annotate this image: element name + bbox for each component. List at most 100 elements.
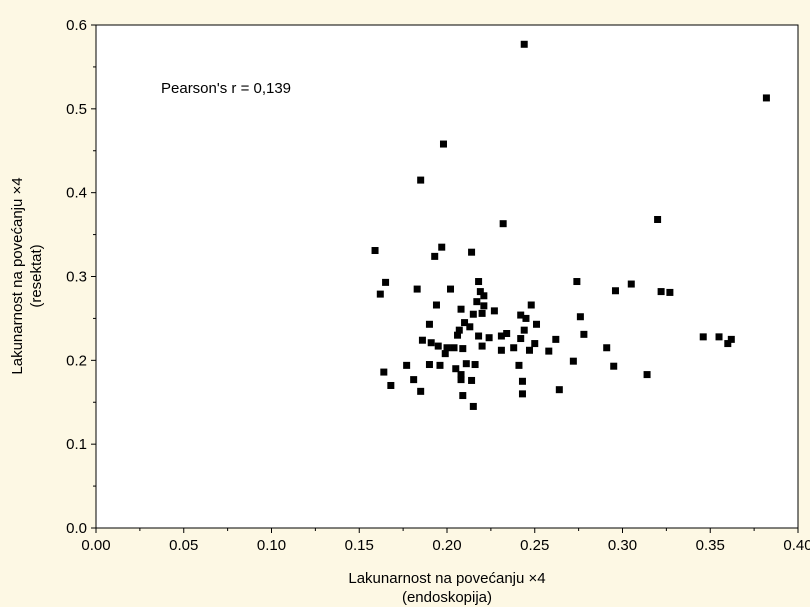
- data-point: [371, 247, 379, 255]
- data-point: [520, 40, 528, 48]
- data-point: [462, 360, 470, 368]
- data-point: [469, 310, 477, 318]
- x-axis: 0.00 0.05 0.10 0.15 0.20 0.25 0.30 0.35 0.40: [81, 528, 810, 554]
- data-point: [552, 335, 560, 343]
- data-point: [517, 335, 525, 343]
- data-point: [431, 252, 439, 260]
- x-tick-label: 0.15: [345, 537, 374, 554]
- data-point: [531, 340, 539, 348]
- data-point: [471, 361, 479, 369]
- data-point: [417, 387, 425, 395]
- data-point: [515, 361, 523, 369]
- data-point: [643, 371, 651, 379]
- data-point: [527, 301, 535, 309]
- data-point: [447, 285, 455, 293]
- data-point: [466, 323, 474, 331]
- data-point: [432, 301, 440, 309]
- data-point: [497, 332, 505, 340]
- data-point: [457, 371, 465, 379]
- plot-frame: [95, 24, 799, 529]
- data-point: [425, 361, 433, 369]
- plot-area: [96, 25, 798, 528]
- y-tick-label: 0.6: [66, 17, 87, 34]
- x-tick-label: 0.30: [608, 537, 637, 554]
- data-point: [457, 305, 465, 313]
- data-point: [459, 392, 467, 400]
- data-point: [413, 285, 421, 293]
- data-point: [533, 320, 541, 328]
- data-point: [473, 298, 481, 306]
- data-point: [443, 344, 451, 352]
- data-point: [475, 332, 483, 340]
- data-point: [417, 176, 425, 184]
- data-point: [382, 278, 390, 286]
- data-point: [499, 220, 507, 228]
- data-point: [450, 344, 458, 352]
- data-point: [503, 330, 511, 338]
- data-point: [469, 402, 477, 410]
- data-point: [380, 368, 388, 376]
- data-point: [427, 339, 435, 347]
- data-point: [610, 362, 618, 370]
- data-point: [376, 290, 384, 298]
- data-point: [510, 344, 518, 352]
- data-point: [611, 287, 619, 295]
- x-axis-title-line-1: Lakunarnost na povećanju ×4: [348, 570, 545, 587]
- x-tick-label: 0.25: [520, 537, 549, 554]
- y-axis: 0.0 0.1 0.2 0.3 0.4 0.5 0.6: [66, 17, 96, 537]
- data-point: [468, 248, 476, 256]
- data-point: [715, 333, 723, 341]
- data-point: [573, 278, 581, 286]
- data-point: [476, 288, 484, 296]
- y-tick-label: 0.1: [66, 436, 87, 453]
- y-axis-title-line-1: Lakunarnost na povećanju ×4: [9, 177, 26, 374]
- y-tick-label: 0.4: [66, 185, 87, 202]
- data-point: [555, 386, 563, 394]
- data-point: [480, 302, 488, 310]
- data-point: [603, 344, 611, 352]
- data-point: [727, 335, 735, 343]
- data-point: [387, 381, 395, 389]
- data-point: [439, 140, 447, 148]
- x-axis-title-line-2: (endoskopija): [402, 589, 492, 606]
- y-tick-label: 0.5: [66, 101, 87, 118]
- data-point: [403, 361, 411, 369]
- data-point: [425, 320, 433, 328]
- data-point: [518, 377, 526, 385]
- data-point: [490, 307, 498, 315]
- data-point: [438, 243, 446, 251]
- data-point: [434, 342, 442, 350]
- data-point: [517, 311, 525, 319]
- y-axis-title-line-2: (resektat): [28, 244, 45, 307]
- x-tick-label: 0.00: [81, 537, 110, 554]
- data-point: [525, 346, 533, 354]
- data-point: [457, 376, 465, 384]
- data-point: [545, 347, 553, 355]
- data-point: [455, 326, 463, 334]
- data-point: [580, 330, 588, 338]
- data-point: [480, 292, 488, 300]
- data-point: [441, 350, 449, 358]
- data-point: [699, 333, 707, 341]
- data-point: [762, 94, 770, 102]
- data-point: [497, 346, 505, 354]
- x-tick-label: 0.05: [169, 537, 198, 554]
- data-point: [436, 361, 444, 369]
- x-tick-label: 0.10: [257, 537, 286, 554]
- data-point: [518, 390, 526, 398]
- x-tick-label: 0.35: [696, 537, 725, 554]
- data-point: [522, 314, 530, 322]
- x-tick-label: 0.20: [432, 537, 461, 554]
- y-tick-label: 0.0: [66, 520, 87, 537]
- data-points: [371, 40, 770, 410]
- data-point: [657, 288, 665, 296]
- data-point: [724, 340, 732, 348]
- data-point: [478, 309, 486, 317]
- data-point: [627, 280, 635, 288]
- data-point: [459, 345, 467, 353]
- data-point: [410, 376, 418, 384]
- data-point: [418, 336, 426, 344]
- pearson-annotation: Pearson's r = 0,139: [161, 80, 291, 97]
- y-tick-label: 0.3: [66, 269, 87, 286]
